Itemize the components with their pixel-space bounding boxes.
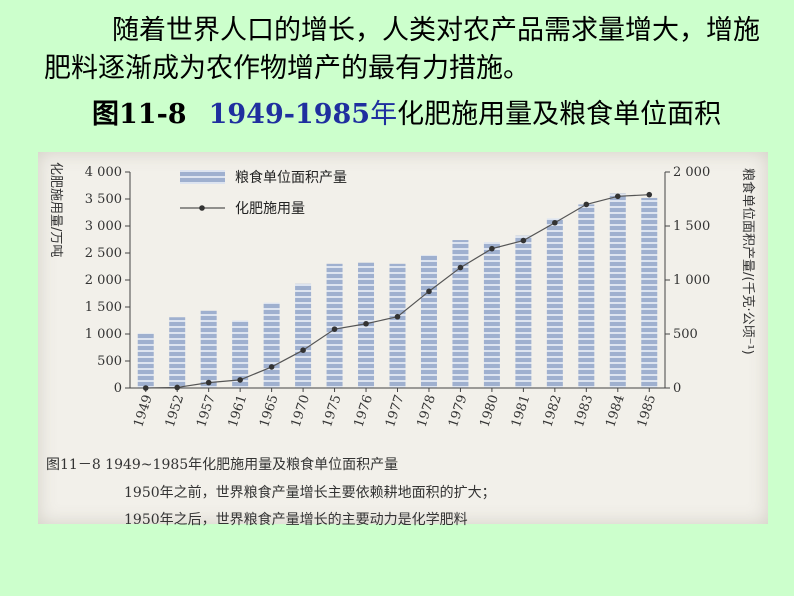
left-tick-label: 0	[114, 381, 122, 396]
bar-1985	[641, 197, 658, 388]
point-1978	[426, 288, 432, 295]
x-tick-label: 1979	[446, 393, 470, 429]
left-tick-label: 2 000	[85, 273, 122, 288]
x-tick-label: 1949	[131, 393, 155, 429]
left-tick-label: 3 500	[85, 192, 122, 207]
right-tick-label: 2 000	[673, 165, 710, 180]
x-tick-label: 1983	[572, 393, 596, 429]
point-1970	[300, 347, 306, 353]
point-1981	[520, 237, 527, 244]
x-tick-label: 1980	[477, 393, 501, 429]
bar-1983	[578, 204, 595, 388]
x-tick-label: 1976	[352, 393, 376, 429]
chart-svg: 0 500 1 000 1 500 2 000 2 500 3 000 3 500 4 000 0…	[48, 162, 756, 429]
caption-line-1: 1950年之前，世界粮食产量增长主要依赖耕地面积的扩大；	[124, 485, 496, 501]
bar-1979	[452, 240, 469, 388]
left-tick-label: 3 000	[85, 219, 122, 234]
bar-1965	[263, 302, 280, 388]
point-1980	[489, 245, 495, 252]
bar-1982	[546, 218, 563, 388]
x-tick-label: 1952	[163, 393, 187, 429]
x-tick-label: 1985	[635, 393, 659, 429]
bar-1957	[200, 310, 217, 388]
x-tick-label: 1978	[415, 393, 439, 429]
right-tick-label: 0	[673, 381, 681, 396]
bar-1961	[232, 320, 249, 388]
caption-line-2: 1950年之后，世界粮食产量增长的主要动力是化学肥料	[124, 512, 468, 528]
x-tick-label: 1965	[257, 393, 281, 429]
bar-1977	[389, 263, 406, 388]
point-1965	[268, 364, 275, 370]
x-tick-label: 1961	[226, 393, 250, 429]
point-1949	[142, 385, 149, 391]
point-1979	[457, 264, 464, 271]
right-tick-label: 1 500	[673, 219, 710, 234]
left-tick-label: 500	[97, 354, 122, 369]
legend-label-line: 化肥施用量	[235, 201, 305, 217]
legend: 粮食单位面积产量 化肥施用量	[180, 169, 347, 217]
bar-1952	[169, 317, 186, 388]
bar-1978	[420, 255, 437, 388]
bar-1970	[295, 283, 312, 388]
x-tick-label: 1981	[509, 393, 533, 429]
left-tick-label: 1 000	[85, 327, 122, 342]
point-1957	[205, 379, 212, 386]
point-1952	[174, 384, 181, 391]
x-tick-label: 1982	[540, 393, 564, 429]
point-1977	[394, 313, 401, 320]
left-tick-label: 2 500	[85, 246, 122, 261]
figure-title: 图11-8 1949-1985年化肥施用量及粮食单位面积	[92, 96, 721, 134]
figure-year-char: 年	[370, 99, 398, 130]
bar-1949	[137, 333, 154, 388]
left-tick-label: 4 000	[85, 165, 122, 180]
left-tick-label: 1 500	[85, 300, 122, 315]
x-tick-label: 1970	[289, 393, 313, 429]
bar-1975	[326, 263, 343, 388]
point-1976	[363, 320, 369, 327]
caption-title: 图11－8 1949~1985年化肥施用量及粮食单位面积产量	[46, 457, 399, 473]
x-tick-label: 1957	[194, 393, 218, 429]
right-tick-label: 500	[673, 327, 698, 342]
bar-1980	[483, 242, 500, 388]
point-1975	[331, 326, 338, 332]
x-tick-label: 1975	[320, 393, 344, 429]
legend-swatch-bar	[180, 170, 225, 184]
point-1985	[646, 191, 653, 198]
figure-years: 1949-1985	[208, 99, 371, 130]
x-tick-label: 1977	[383, 393, 407, 429]
x-tick-label: 1984	[603, 393, 627, 429]
right-tick-label: 1 000	[673, 273, 710, 288]
figure-number: 图11-8	[92, 99, 187, 130]
bar-1984	[609, 193, 626, 388]
point-1961	[237, 377, 243, 383]
legend-marker	[199, 205, 205, 211]
point-1982	[552, 219, 558, 226]
bar-1981	[515, 235, 532, 388]
chart-photo: 0 500 1 000 1 500 2 000 2 500 3 000 3 500 4 000 0…	[38, 152, 768, 528]
right-axis-label: 粮食单位面积产量/(千克·公顷⁻¹)	[740, 168, 756, 355]
intro-paragraph: 随着世界人口的增长，人类对农产品需求量增大，增施肥料逐渐成为农作物增产的最有力措…	[44, 15, 760, 84]
legend-label-bar: 粮食单位面积产量	[235, 169, 347, 186]
point-1984	[614, 193, 621, 200]
point-1983	[583, 201, 590, 208]
left-axis-label: 化肥施用量/万吨	[48, 162, 63, 257]
figure-title-rest: 化肥施用量及粮食单位面积	[397, 99, 722, 130]
